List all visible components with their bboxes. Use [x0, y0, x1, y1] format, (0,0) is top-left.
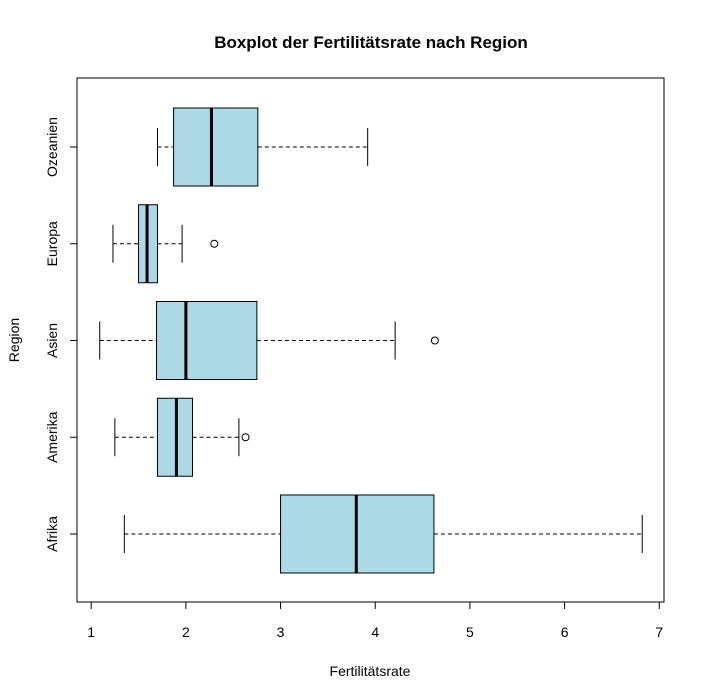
- box-group-amerika: [114, 397, 250, 477]
- y-tick-label-europa: Europa: [44, 221, 60, 266]
- chart-title: Boxplot der Fertilitätsrate nach Region: [214, 33, 528, 52]
- box-group-europa: [112, 204, 219, 284]
- x-tick-label-6: 6: [561, 624, 569, 640]
- boxes-layer: [99, 107, 643, 574]
- y-tick-label-asien: Asien: [44, 323, 60, 358]
- x-tick-label-4: 4: [371, 624, 379, 640]
- y-tick-label-ozeanien: Ozeanien: [44, 117, 60, 177]
- x-axis-label: Fertilitätsrate: [330, 663, 411, 679]
- y-tick-label-amerika: Amerika: [44, 411, 60, 463]
- box-asien: [156, 301, 258, 380]
- y-tick-label-afrika: Afrika: [44, 516, 60, 552]
- x-tick-label-1: 1: [87, 624, 95, 640]
- outlier-amerika-0: [241, 433, 250, 442]
- x-axis-ticks: 1 2 3 4 5 6 7: [87, 602, 663, 640]
- y-axis-ticks: Afrika Amerika Asien Europa Ozeanien: [44, 117, 77, 552]
- box-group-asien: [99, 301, 439, 380]
- outlier-europa-0: [210, 239, 219, 248]
- x-tick-label-5: 5: [466, 624, 474, 640]
- x-tick-label-3: 3: [277, 624, 285, 640]
- box-ozeanien: [173, 107, 259, 187]
- outlier-asien-0: [430, 336, 439, 345]
- box-group-ozeanien: [156, 107, 369, 187]
- x-tick-label-2: 2: [182, 624, 190, 640]
- y-axis-label: Region: [6, 318, 22, 362]
- x-tick-label-7: 7: [655, 624, 663, 640]
- box-group-afrika: [123, 494, 643, 574]
